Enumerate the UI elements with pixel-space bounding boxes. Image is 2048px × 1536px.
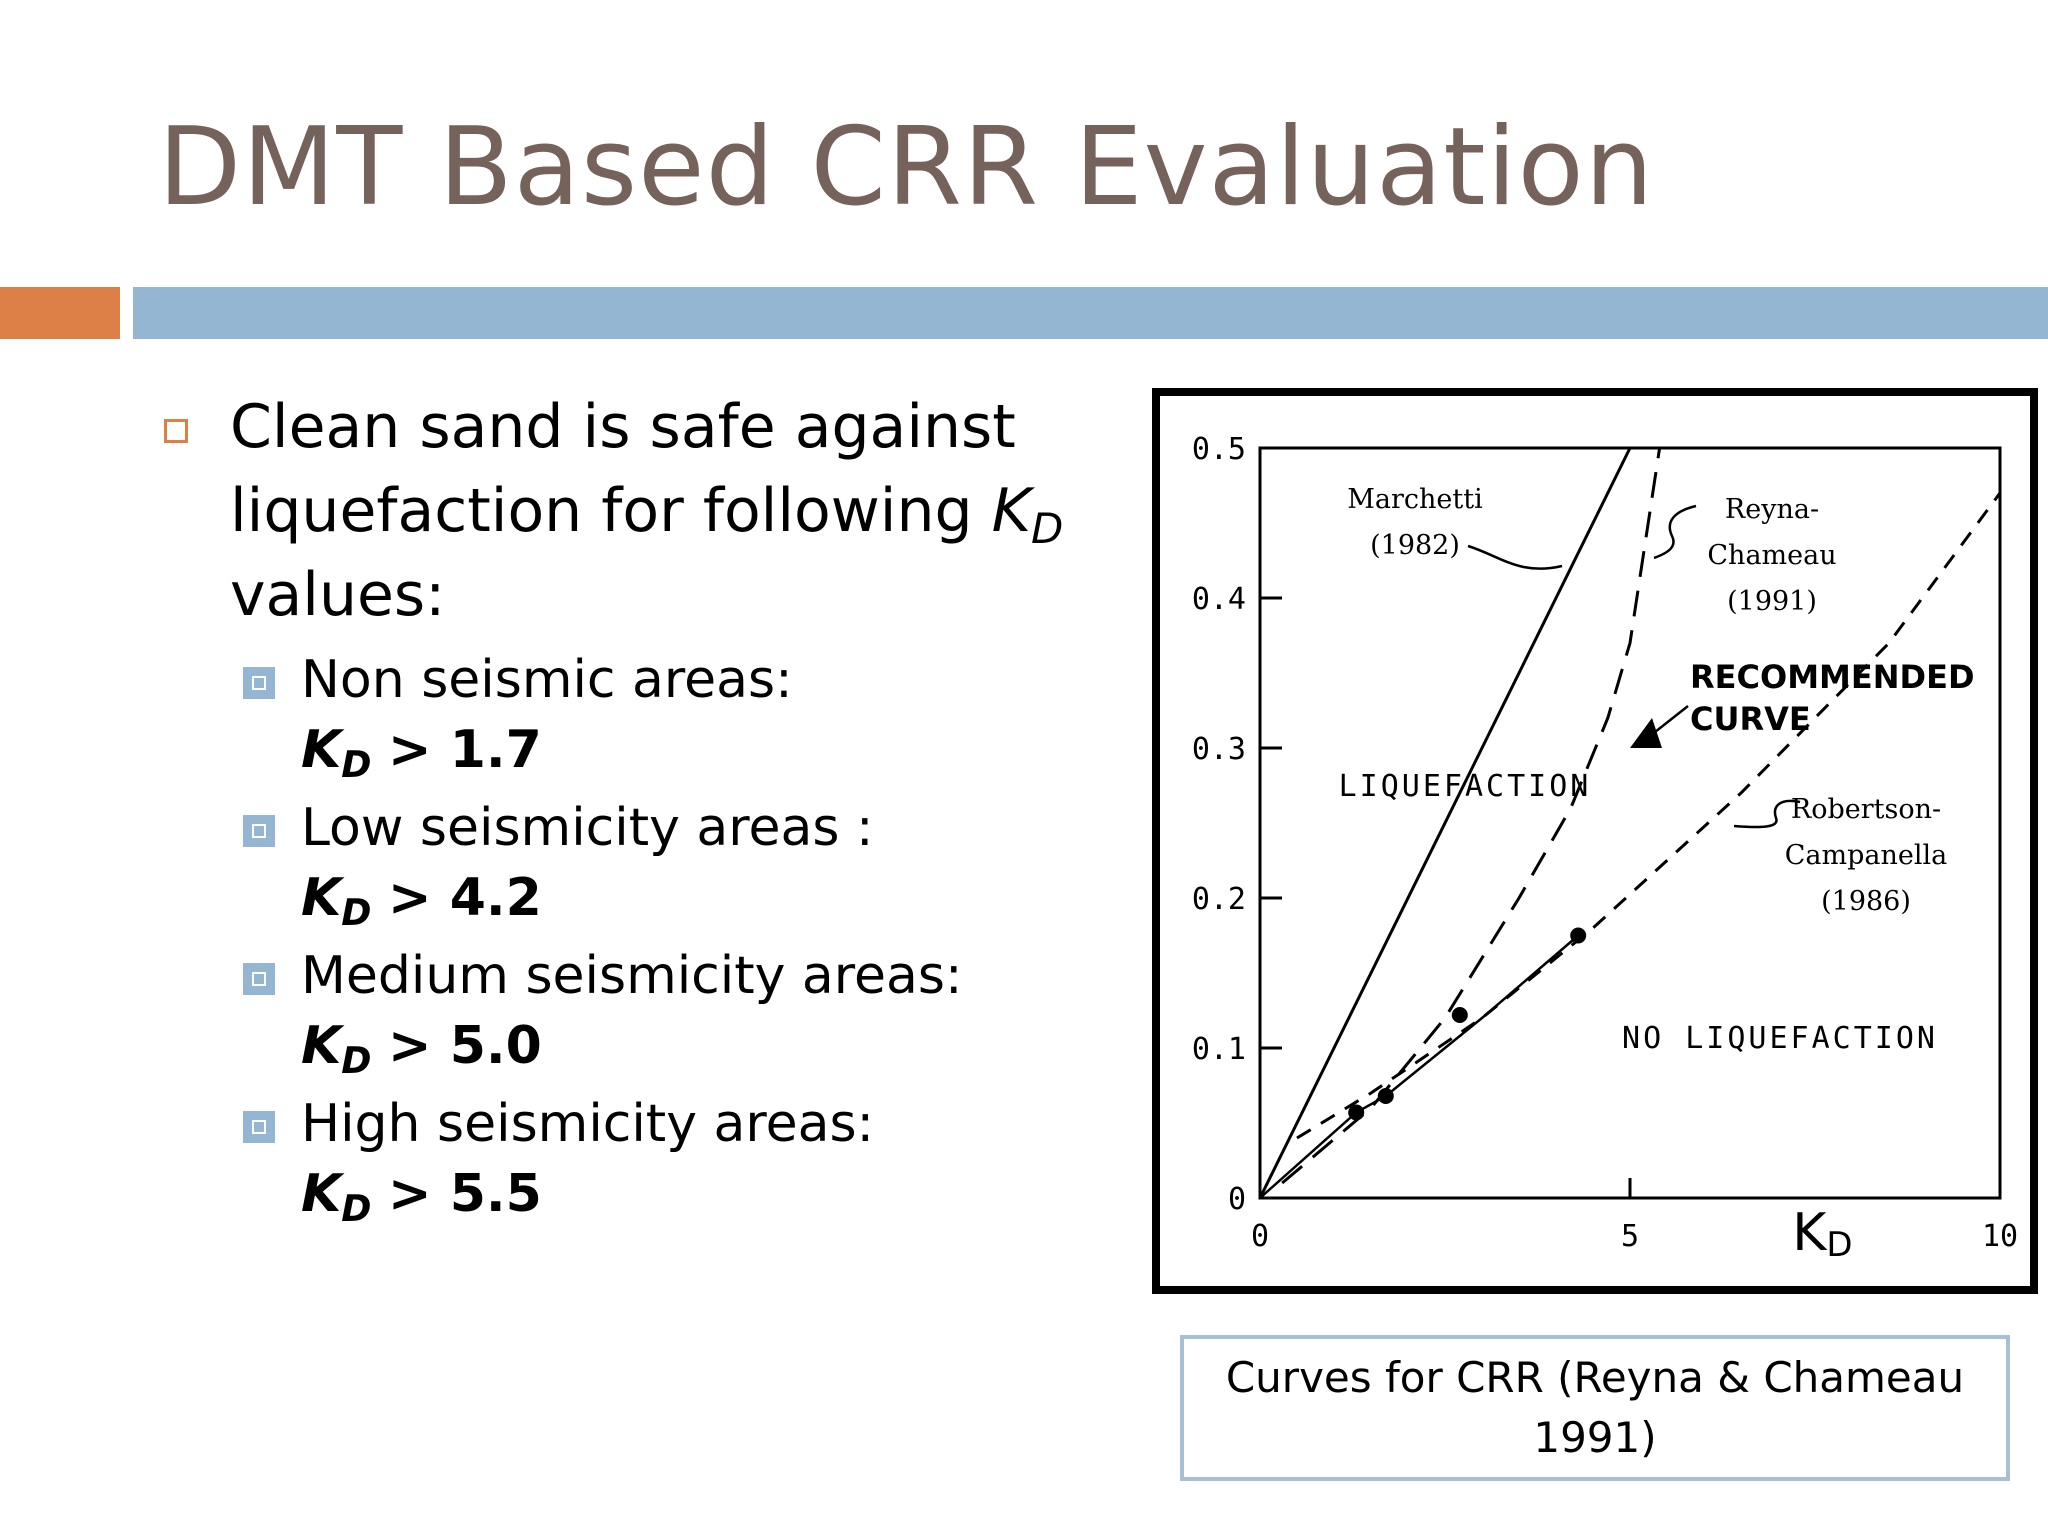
y-tick-label: 0.4	[1192, 582, 1246, 617]
x-tick-label: 5	[1621, 1219, 1639, 1254]
kd-symbol: KD	[991, 476, 1064, 553]
square-bullet-icon	[243, 815, 275, 847]
accent-bar-orange	[0, 287, 120, 339]
sub-bullet-medium-seismicity: Medium seismicity areas: KD > 5.0	[243, 941, 1120, 1081]
main-bullet-tail: values:	[230, 560, 446, 630]
data-point	[1348, 1104, 1365, 1121]
y-tick-label: 0.3	[1192, 732, 1246, 767]
figure-caption: Curves for CRR (Reyna & Chameau 1991)	[1180, 1335, 2010, 1481]
sub-bullet-label: Medium seismicity areas:	[301, 946, 963, 1006]
reyna-chameau-label: (1991)	[1727, 586, 1817, 617]
y-tick-label: 0.1	[1192, 1032, 1246, 1067]
crr-chart-frame: 0 0.1 0.2 0.3 0.4 0.5 0 5 10 KD Marchetti (1982) Re…	[1152, 388, 2038, 1294]
no-liquefaction-region-label: NO LIQUEFACTION	[1622, 1021, 1938, 1056]
sub-bullet-condition: KD > 4.2	[301, 868, 542, 935]
robertson-campanella-label: (1986)	[1821, 886, 1911, 917]
robertson-campanella-label: Campanella	[1785, 840, 1947, 871]
y-tick-label: 0	[1228, 1182, 1246, 1217]
recommended-arrowhead	[1630, 718, 1662, 748]
sub-bullet-condition: KD > 5.0	[301, 1016, 542, 1083]
recommended-curve-label: RECOMMENDED	[1690, 658, 1975, 696]
marchetti-curve	[1258, 447, 1632, 1199]
recommended-pointer-line	[1649, 705, 1689, 737]
sub-bullet-high-seismicity: High seismicity areas: KD > 5.5	[243, 1089, 1120, 1229]
sub-bullet-label: Low seismicity areas :	[301, 798, 874, 858]
main-bullet-text: Clean sand is safe against liquefaction …	[230, 392, 1016, 546]
robertson-campanella-label: Robertson-	[1791, 794, 1941, 825]
reyna-chameau-curve	[1281, 447, 1662, 1185]
data-point	[1377, 1088, 1394, 1104]
square-bullet-icon	[243, 667, 275, 699]
sub-bullet-condition: KD > 1.7	[301, 720, 542, 787]
sub-bullet-low-seismicity: Low seismicity areas : KD > 4.2	[243, 793, 1120, 933]
x-tick-label: 0	[1251, 1219, 1269, 1254]
x-axis-label: KD	[1792, 1203, 1852, 1265]
chart-labels: Marchetti (1982) Reyna- Chameau (1991) Robert…	[1339, 484, 1975, 1056]
sub-bullet-non-seismic: Non seismic areas: KD > 1.7	[243, 645, 1120, 785]
chart-axes: 0 0.1 0.2 0.3 0.4 0.5 0 5 10 KD	[1192, 432, 2018, 1265]
crr-chart: 0 0.1 0.2 0.3 0.4 0.5 0 5 10 KD Marchetti (1982) Re…	[1192, 432, 2018, 1265]
chart-points	[1348, 927, 1587, 1121]
slide-title: DMT Based CRR Evaluation	[158, 105, 1655, 230]
data-point	[1451, 1007, 1468, 1023]
square-bullet-icon	[243, 963, 275, 995]
data-point	[1570, 927, 1587, 944]
sub-bullet-condition: KD > 5.5	[301, 1164, 542, 1231]
square-bullet-icon	[243, 1111, 275, 1143]
x-tick-label: 10	[1982, 1219, 2018, 1254]
recommended-curve	[1259, 934, 1580, 1199]
main-bullet: Clean sand is safe against liquefaction …	[160, 385, 1120, 637]
marchetti-label: (1982)	[1370, 530, 1460, 561]
reyna-chameau-label: Chameau	[1707, 540, 1836, 571]
y-tick-label: 0.2	[1192, 882, 1246, 917]
liquefaction-region-label: LIQUEFACTION	[1339, 769, 1592, 804]
bullet-list: Clean sand is safe against liquefaction …	[160, 385, 1120, 1229]
accent-bar-blue	[133, 287, 2048, 339]
reyna-chameau-label: Reyna-	[1725, 494, 1819, 525]
reyna-pointer-arrow	[1653, 504, 1697, 560]
marchetti-label: Marchetti	[1347, 484, 1483, 515]
sub-bullet-label: Non seismic areas:	[301, 650, 793, 710]
marchetti-pointer-arrow	[1467, 544, 1563, 570]
robertson-campanella-curve	[1296, 492, 2002, 1140]
robertson-pointer-arrow	[1733, 799, 1801, 829]
sub-bullet-label: High seismicity areas:	[301, 1094, 875, 1154]
hollow-square-bullet-icon	[164, 419, 188, 443]
recommended-curve-label: CURVE	[1690, 700, 1811, 738]
y-tick-label: 0.5	[1192, 432, 1246, 467]
